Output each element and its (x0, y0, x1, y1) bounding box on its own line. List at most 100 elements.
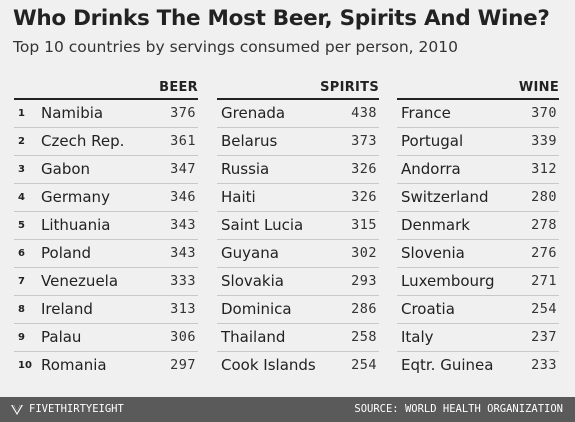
country-name: Switzerland (401, 188, 489, 206)
rank-number: 2 (18, 136, 25, 147)
servings-value: 326 (351, 189, 377, 205)
chart-subtitle: Top 10 countries by servings consumed pe… (13, 38, 458, 56)
wine-row: Italy 237 (397, 324, 559, 352)
country-name: Saint Lucia (221, 216, 304, 234)
country-name: France (401, 104, 451, 122)
country-name: Thailand (221, 328, 286, 346)
servings-value: 346 (170, 189, 196, 205)
servings-value: 333 (170, 273, 196, 289)
servings-value: 254 (351, 357, 377, 373)
source-label: SOURCE: WORLD HEALTH ORGANIZATION (354, 403, 563, 415)
spirits-row: Thailand 258 (217, 324, 379, 352)
beer-table: BEER 1 Namibia 376 2 Czech Rep. 361 3 Gabon 347 4 G… (14, 78, 198, 379)
chart-title: Who Drinks The Most Beer, Spirits And Wi… (13, 6, 550, 31)
country-name: Croatia (401, 300, 455, 318)
country-name: Gabon (41, 160, 91, 178)
wine-row: Portugal 339 (397, 128, 559, 156)
beer-row: 10 Romania 297 (14, 352, 198, 379)
servings-value: 302 (351, 245, 377, 261)
country-name: Slovakia (221, 272, 284, 290)
servings-value: 373 (351, 133, 377, 149)
spirits-row: Haiti 326 (217, 184, 379, 212)
spirits-table: SPIRITS Grenada 438 Belarus 373 Russia 326 Hait… (217, 78, 379, 379)
spirits-row: Dominica 286 (217, 296, 379, 324)
spirits-row: Russia 326 (217, 156, 379, 184)
country-name: Russia (221, 160, 270, 178)
servings-value: 326 (351, 161, 377, 177)
fivethirtyeight-logo-icon (11, 404, 23, 415)
beer-row: 2 Czech Rep. 361 (14, 128, 198, 156)
beer-row: 5 Lithuania 343 (14, 212, 198, 240)
beer-row: 8 Ireland 313 (14, 296, 198, 324)
wine-row: Switzerland 280 (397, 184, 559, 212)
rank-number: 5 (18, 220, 25, 231)
wine-row: Andorra 312 (397, 156, 559, 184)
wine-row: France 370 (397, 100, 559, 128)
country-name: Grenada (221, 104, 286, 122)
country-name: Eqtr. Guinea (401, 356, 494, 374)
country-name: Venezuela (41, 272, 119, 290)
servings-value: 339 (531, 133, 557, 149)
country-name: Andorra (401, 160, 461, 178)
servings-value: 306 (170, 329, 196, 345)
rank-number: 8 (18, 304, 25, 315)
spirits-row: Cook Islands 254 (217, 352, 379, 379)
wine-header: WINE (397, 78, 559, 100)
country-name: Czech Rep. (41, 132, 125, 150)
spirits-row: Guyana 302 (217, 240, 379, 268)
servings-value: 286 (351, 301, 377, 317)
spirits-row: Belarus 373 (217, 128, 379, 156)
country-name: Cook Islands (221, 356, 316, 374)
spirits-row: Grenada 438 (217, 100, 379, 128)
rank-number: 1 (18, 108, 25, 119)
wine-row: Luxembourg 271 (397, 268, 559, 296)
beer-row: 9 Palau 306 (14, 324, 198, 352)
wine-row: Eqtr. Guinea 233 (397, 352, 559, 379)
country-name: Romania (41, 356, 107, 374)
servings-value: 376 (170, 105, 196, 121)
wine-row: Denmark 278 (397, 212, 559, 240)
servings-value: 315 (351, 217, 377, 233)
servings-value: 313 (170, 301, 196, 317)
country-name: Guyana (221, 244, 279, 262)
country-name: Ireland (41, 300, 93, 318)
country-name: Slovenia (401, 244, 465, 262)
servings-value: 361 (170, 133, 196, 149)
country-name: Italy (401, 328, 434, 346)
servings-value: 237 (531, 329, 557, 345)
beer-row: 7 Venezuela 333 (14, 268, 198, 296)
servings-value: 343 (170, 245, 196, 261)
servings-value: 293 (351, 273, 377, 289)
servings-value: 271 (531, 273, 557, 289)
brand: FIVETHIRTYEIGHT (10, 397, 124, 422)
rank-number: 4 (18, 192, 25, 203)
rank-number: 7 (18, 276, 25, 287)
servings-value: 312 (531, 161, 557, 177)
servings-value: 297 (170, 357, 196, 373)
country-name: Poland (41, 244, 92, 262)
servings-value: 254 (531, 301, 557, 317)
beer-row: 6 Poland 343 (14, 240, 198, 268)
servings-value: 233 (531, 357, 557, 373)
spirits-row: Slovakia 293 (217, 268, 379, 296)
country-name: Palau (41, 328, 82, 346)
wine-table: WINE France 370 Portugal 339 Andorra 312 Switze… (397, 78, 559, 379)
country-name: Haiti (221, 188, 256, 206)
rank-number: 6 (18, 248, 25, 259)
spirits-row: Saint Lucia 315 (217, 212, 379, 240)
servings-value: 280 (531, 189, 557, 205)
beer-row: 4 Germany 346 (14, 184, 198, 212)
servings-value: 438 (351, 105, 377, 121)
wine-row: Croatia 254 (397, 296, 559, 324)
rank-number: 3 (18, 164, 25, 175)
servings-value: 276 (531, 245, 557, 261)
country-name: Belarus (221, 132, 278, 150)
tables-area: BEER 1 Namibia 376 2 Czech Rep. 361 3 Gabon 347 4 G… (0, 78, 575, 378)
country-name: Dominica (221, 300, 292, 318)
country-name: Luxembourg (401, 272, 495, 290)
country-name: Namibia (41, 104, 104, 122)
beer-header: BEER (14, 78, 198, 100)
beer-row: 3 Gabon 347 (14, 156, 198, 184)
brand-label: FIVETHIRTYEIGHT (29, 403, 124, 415)
country-name: Germany (41, 188, 110, 206)
